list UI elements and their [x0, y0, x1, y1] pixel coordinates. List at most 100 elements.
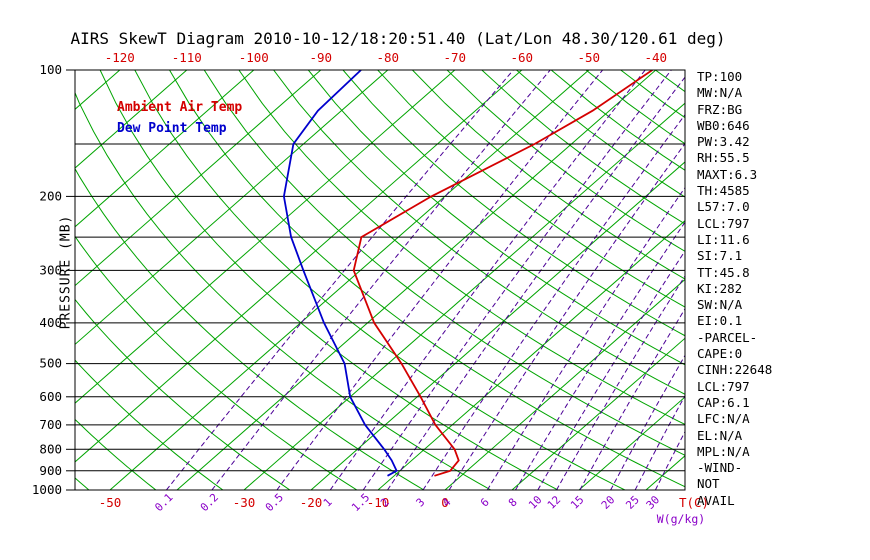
isotherm-line — [444, 278, 685, 490]
mixing-ratio-line — [422, 113, 685, 490]
dry-adiabat-line — [481, 70, 685, 225]
stats-line: MAXT:6.3 — [697, 166, 758, 182]
dry-adiabat-line — [75, 359, 224, 490]
mixing-ratio-tick-label: 12 — [545, 493, 564, 512]
stats-line: LCL:797 — [697, 215, 750, 231]
dry-adiabat-line — [307, 70, 685, 366]
bottom-temp-tick-label: -10 — [367, 495, 390, 510]
page-title: AIRS SkewT Diagram 2010-10-12/18:20:51.4… — [70, 29, 726, 48]
stats-line: LI:11.6 — [697, 231, 750, 247]
bottom-temp-tick-label: 0 — [441, 495, 449, 510]
stats-line: CINH:22648 — [697, 362, 773, 378]
stats-line: SI:7.1 — [697, 248, 743, 264]
legend-ambient-air-temp: Ambient Air Temp — [117, 100, 243, 115]
dry-adiabat-line — [75, 298, 291, 490]
plot-frame — [74, 69, 686, 491]
mixing-ratio-tick-label: 10 — [526, 493, 545, 512]
sounding-curves-group — [282, 70, 653, 477]
top-temp-tick-label: -110 — [172, 50, 202, 65]
pressure-tick-label: 200 — [39, 188, 62, 203]
pressure-tick-label: 800 — [39, 441, 62, 456]
stats-line: EL:N/A — [697, 427, 743, 443]
stats-line: FRZ:BG — [697, 101, 743, 117]
dry-adiabat-line — [342, 70, 685, 337]
top-temp-tick-label: -50 — [578, 50, 601, 65]
dry-adiabat-line — [203, 70, 685, 456]
mixing-ratio-tick-label: 0.5 — [263, 491, 286, 514]
mixing-ratio-line — [166, 70, 514, 490]
dry-adiabat-line — [75, 167, 425, 490]
isotherm-line — [578, 396, 685, 490]
mixing-ratio-tick-label: 6 — [478, 496, 492, 510]
stats-line: CAPE:0 — [697, 346, 743, 362]
temp-unit-label: T(C) — [679, 495, 709, 510]
ambient-temp-curve — [352, 70, 653, 477]
top-temp-tick-label: -90 — [310, 50, 333, 65]
stats-line: RH:55.5 — [697, 150, 750, 166]
mixing-ratio-tick-label: 15 — [568, 493, 587, 512]
dew-point-curve — [282, 70, 398, 477]
stats-line: CAP:6.1 — [697, 394, 750, 410]
isotherm-line — [75, 70, 456, 404]
dry-adiabat-line — [412, 70, 685, 280]
pressure-tick-label: 500 — [39, 356, 62, 371]
stats-line: MW:N/A — [697, 85, 743, 101]
isotherms-group — [75, 70, 685, 490]
dry-adiabat-line — [75, 418, 157, 490]
isotherm-line — [75, 70, 255, 228]
stats-line: NOT — [697, 476, 720, 492]
stats-line: AVAIL — [697, 492, 735, 508]
bottom-temp-tick-label: -50 — [99, 495, 122, 510]
dry-adiabat-line — [446, 70, 685, 252]
stats-line: PW:3.42 — [697, 134, 750, 150]
mixing-ratio-line — [579, 307, 685, 490]
isotherm-line — [377, 220, 685, 490]
mixing-ratio-tick-label: 3 — [414, 496, 428, 510]
stats-line: TP:100 — [697, 69, 743, 84]
mixing-ratio-line — [634, 394, 685, 490]
isotherm-line — [75, 70, 322, 287]
stats-line: -WIND- — [697, 460, 743, 476]
pressure-tick-label: 400 — [39, 315, 62, 330]
mixing-ratio-line — [537, 250, 685, 490]
stats-line: TT:45.8 — [697, 264, 750, 280]
mixing-ratio-tick-label: 1 — [321, 496, 335, 510]
stats-line: LCL:797 — [697, 378, 750, 394]
top-temp-tick-label: -80 — [377, 50, 400, 65]
pressure-axis-label: PRESSURE (MB) — [58, 214, 74, 330]
pressure-tick-label: 700 — [39, 417, 62, 432]
mixing-ratio-line — [387, 76, 685, 490]
isotherm-line — [75, 70, 389, 346]
bottom-temp-tick-label: -30 — [233, 495, 256, 510]
mixing-ratio-tick-label: 30 — [644, 493, 663, 512]
mixing-ratio-tick-label: 20 — [599, 493, 618, 512]
stats-line: -PARCEL- — [697, 329, 758, 345]
bottom-temp-tick-label: -20 — [300, 495, 323, 510]
legend-dew-point-temp: Dew Point Temp — [117, 121, 227, 136]
isotherm-line — [511, 337, 685, 490]
mixing-ratio-line — [610, 354, 685, 490]
mixing-ratio-line — [486, 186, 685, 490]
mixing-ratio-tick-label: 25 — [623, 493, 642, 512]
mixing-ratio-line — [211, 70, 551, 490]
mixing-ratio-tick-label: 0.2 — [198, 491, 221, 514]
top-temp-tick-label: -120 — [105, 50, 135, 65]
top-temp-tick-label: -40 — [645, 50, 668, 65]
top-temp-tick-label: -70 — [444, 50, 467, 65]
stats-line: MPL:N/A — [697, 443, 750, 459]
dry-adiabat-line — [377, 70, 685, 308]
stats-line: L57:7.0 — [697, 199, 750, 215]
isotherm-line — [310, 161, 685, 490]
stats-panel: TP:100 MW:N/A FRZ:BG WB0:646 PW:3.42 RH:55.5 M… — [697, 69, 772, 509]
stats-line: TH:4585 — [697, 183, 750, 199]
pressure-tick-label: 100 — [39, 62, 62, 77]
top-temp-tick-label: -60 — [511, 50, 534, 65]
mixing-ratio-line — [276, 70, 603, 490]
stats-line: WB0:646 — [697, 117, 750, 133]
mixing-unit-label: W(g/kg) — [657, 512, 705, 526]
mixing-ratio-line — [362, 70, 672, 490]
pressure-tick-label: 300 — [39, 262, 62, 277]
stats-line: LFC:N/A — [697, 411, 750, 427]
